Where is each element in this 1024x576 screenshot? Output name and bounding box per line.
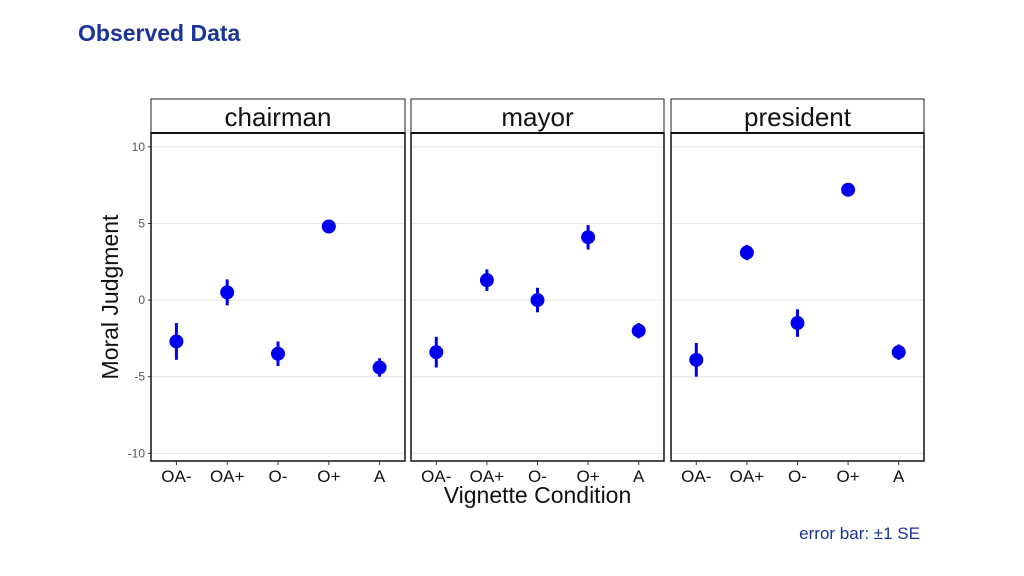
data-point — [739, 245, 754, 260]
facet-label: president — [744, 102, 852, 132]
facet-strip — [410, 98, 665, 134]
x-tick-label: OA- — [421, 467, 451, 486]
x-tick-label: OA+ — [210, 467, 245, 486]
data-point — [321, 219, 336, 234]
y-tick-label: -5 — [134, 370, 145, 384]
x-tick-label: OA- — [681, 467, 711, 486]
x-tick-label: OA+ — [730, 467, 765, 486]
data-point — [271, 346, 285, 361]
data-point — [790, 316, 805, 331]
data-point — [581, 230, 596, 245]
slide-title: Observed Data — [78, 20, 241, 46]
data-point — [891, 345, 906, 360]
x-tick-label: OA- — [161, 467, 191, 486]
x-tick-label: A — [633, 467, 645, 486]
facet-label: mayor — [501, 102, 574, 132]
data-point — [841, 182, 856, 197]
facet-label: chairman — [225, 102, 332, 132]
y-tick-label: 10 — [132, 140, 146, 154]
facet-strip — [150, 98, 406, 134]
data-point — [429, 345, 444, 360]
data-point — [220, 285, 235, 300]
x-tick-label: O+ — [577, 467, 600, 486]
x-tick-label: O- — [788, 467, 807, 486]
y-tick-label: 0 — [138, 293, 145, 307]
error-bar-note: error bar: ±1 SE — [799, 524, 920, 543]
data-point — [372, 360, 387, 375]
data-point — [689, 352, 704, 367]
x-tick-label: O- — [528, 467, 547, 486]
y-axis-title: Moral Judgment — [97, 214, 123, 380]
x-axis-title: Vignette Condition — [444, 482, 632, 508]
data-point — [631, 323, 646, 338]
panel-frame — [670, 132, 925, 462]
x-tick-label: O+ — [837, 467, 860, 486]
x-tick-label: O+ — [317, 467, 340, 486]
data-point — [530, 293, 545, 308]
x-tick-label: A — [374, 467, 386, 486]
data-point — [479, 273, 494, 288]
data-point — [169, 334, 184, 349]
y-tick-label: 5 — [138, 216, 145, 230]
y-tick-label: -10 — [128, 446, 146, 460]
x-tick-label: O- — [269, 467, 288, 486]
facet-strip — [670, 98, 925, 134]
x-tick-label: OA+ — [470, 467, 505, 486]
panel-frame — [150, 132, 406, 462]
x-tick-label: A — [893, 467, 905, 486]
